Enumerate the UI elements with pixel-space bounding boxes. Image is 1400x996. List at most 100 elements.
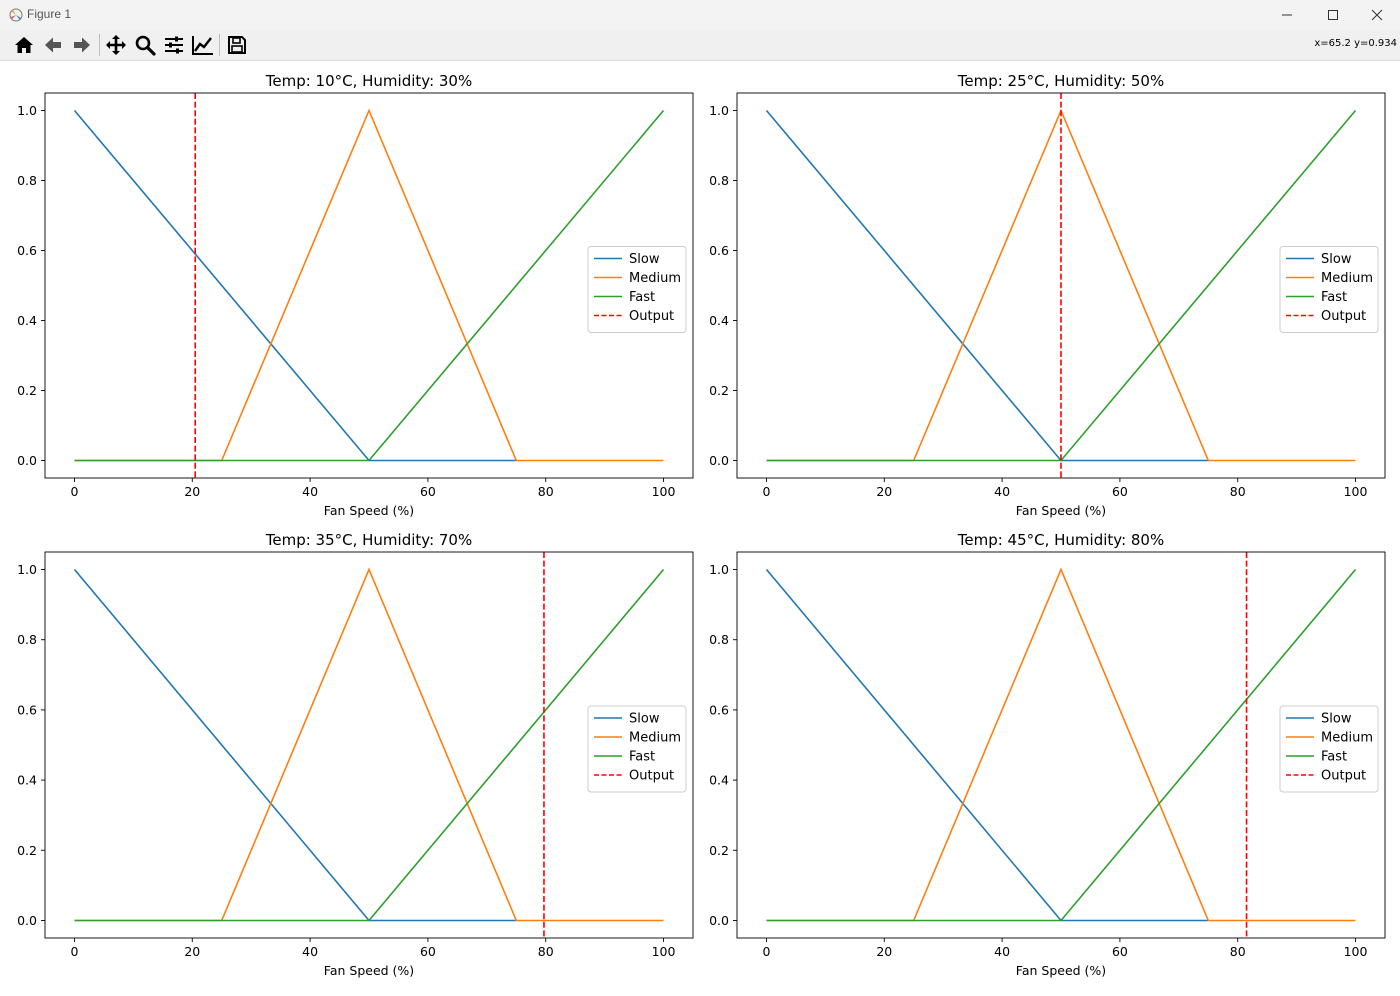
legend-frame [1279,246,1379,333]
figure-canvas[interactable]: Temp: 10°C, Humidity: 30% 0 20 40 60 80 100 0.0… [0,60,1400,992]
close-button[interactable] [1354,0,1400,30]
x-tick-label: 80 [1230,484,1246,499]
subplot-3: Temp: 35°C, Humidity: 70% 0 20 40 60 80 100 0.0… [17,531,694,978]
zoom-button[interactable] [132,33,158,57]
x-tick-label: 40 [302,484,318,499]
x-tick-label: 0 [70,484,78,499]
toolbar-separator [99,34,100,56]
legend: Slow Medium Fast Output [587,705,687,793]
legend-frame [587,705,687,793]
forward-icon [74,37,90,53]
y-tick-label: 0.4 [17,773,37,788]
legend-label-output: Output [629,769,674,784]
matplotlib-logo-icon [9,8,23,22]
y-tick-label: 0.2 [709,843,729,858]
series-line-medium [74,108,664,462]
home-button[interactable] [11,33,37,57]
y-tick-label: 0.6 [709,702,729,717]
x-tick-label: 60 [1112,484,1128,499]
home-icon [15,37,33,53]
legend-label-medium: Medium [629,731,681,746]
x-axis-label: Fan Speed (%) [1016,963,1106,978]
legend: Slow Medium Fast Output [1279,246,1379,333]
pan-icon [106,35,126,55]
forward-button[interactable] [69,33,95,57]
x-tick-label: 80 [1230,944,1246,959]
legend-label-fast: Fast [1321,290,1347,305]
y-tick-label: 0.0 [709,453,729,468]
configure-subplots-icon [165,36,183,54]
y-tick-label: 0.4 [709,313,729,328]
y-tick-label: 1.0 [17,562,37,577]
x-tick-label: 80 [538,944,554,959]
maximize-icon [1328,10,1338,20]
back-button[interactable] [40,33,66,57]
subplot-title: Temp: 45°C, Humidity: 80% [957,531,1164,549]
legend-label-output: Output [629,309,674,324]
legend-label-output: Output [1321,769,1366,784]
y-tick-label: 0.0 [17,913,37,928]
x-axis-label: Fan Speed (%) [1016,503,1106,518]
x-axis-label: Fan Speed (%) [324,503,414,518]
minimize-icon [1282,14,1292,16]
series-line-fast [74,109,665,462]
y-tick-label: 0.8 [17,632,37,647]
x-tick-label: 40 [994,944,1010,959]
y-tick-label: 0.2 [17,843,37,858]
edit-axis-icon [192,36,213,55]
navigation-toolbar: x=65.2 y=0.934 [0,30,1400,61]
y-tick-label: 0.4 [709,773,729,788]
legend-label-fast: Fast [629,290,655,305]
legend-label-slow: Slow [1321,252,1352,267]
legend-label-fast: Fast [1321,750,1347,765]
legend-label-medium: Medium [1321,271,1373,286]
x-tick-label: 20 [876,484,892,499]
legend: Slow Medium Fast Output [1279,705,1379,793]
x-tick-label: 40 [994,484,1010,499]
legend-label-medium: Medium [629,271,681,286]
x-tick-label: 80 [538,484,554,499]
legend-label-slow: Slow [1321,712,1352,727]
subplot-title: Temp: 25°C, Humidity: 50% [957,72,1164,90]
maximize-button[interactable] [1310,0,1356,30]
minimize-button[interactable] [1264,0,1310,30]
legend-frame [1279,705,1379,793]
save-button[interactable] [224,33,250,57]
y-tick-label: 0.2 [709,383,729,398]
y-tick-label: 0.8 [709,173,729,188]
cursor-coordinates: x=65.2 y=0.934 [1314,38,1397,49]
y-tick-label: 1.0 [709,103,729,118]
axes-frame [736,92,1386,479]
y-tick-label: 0.4 [17,313,37,328]
axes-frame [736,551,1386,939]
x-tick-label: 0 [70,944,78,959]
toolbar-separator [219,34,220,56]
y-tick-label: 0.6 [17,243,37,258]
subplot-2: Temp: 25°C, Humidity: 50% 0 20 40 60 80 100 0.0… [709,72,1386,518]
legend-label-slow: Slow [629,252,660,267]
x-axis-label: Fan Speed (%) [324,963,414,978]
x-tick-label: 60 [1112,944,1128,959]
window-title: Figure 1 [27,7,72,21]
x-tick-label: 20 [876,944,892,959]
x-tick-label: 60 [420,944,436,959]
series-line-fast [766,109,1357,462]
configure-subplots-button[interactable] [161,33,187,57]
y-tick-label: 0.6 [709,243,729,258]
subplot-4: Temp: 45°C, Humidity: 80% 0 20 40 60 80 100 0.0… [709,531,1386,978]
x-tick-label: 100 [652,944,676,959]
y-tick-label: 1.0 [709,562,729,577]
y-tick-label: 0.0 [709,913,729,928]
legend-label-fast: Fast [629,750,655,765]
x-tick-label: 100 [1344,944,1368,959]
edit-axis-button[interactable] [190,33,216,57]
pan-button[interactable] [103,33,129,57]
x-tick-label: 20 [184,484,200,499]
y-tick-label: 0.2 [17,383,37,398]
close-icon [1371,9,1383,21]
x-tick-label: 0 [762,944,770,959]
window-titlebar: Figure 1 [0,0,1400,31]
legend-label-slow: Slow [629,712,660,727]
subplot-1: Temp: 10°C, Humidity: 30% 0 20 40 60 80 100 0.0… [17,72,694,518]
series-line-fast [74,568,665,922]
